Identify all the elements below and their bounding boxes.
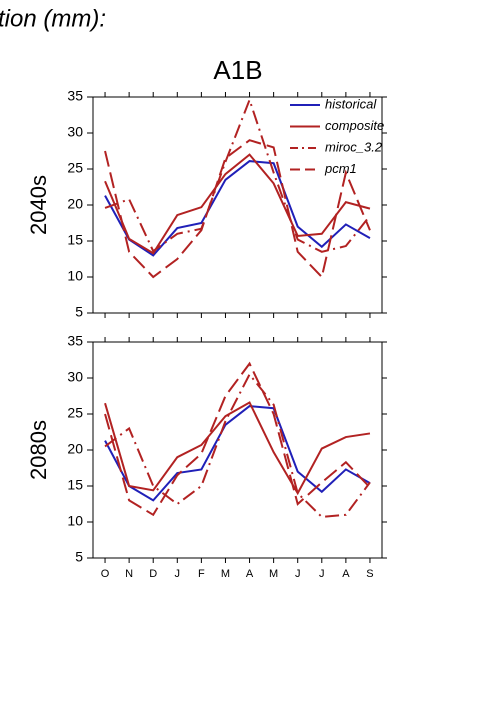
x-tick-label: A	[246, 568, 254, 580]
y-tick-label: 5	[75, 304, 83, 320]
plot-frame	[92, 341, 383, 559]
page-title: tion (mm):	[0, 5, 106, 32]
x-tick-label: N	[125, 568, 133, 580]
y-tick-label: 25	[67, 160, 83, 176]
legend-label: pcm1	[324, 161, 357, 176]
y-tick-label: 30	[67, 124, 83, 140]
x-tick-label: F	[198, 568, 205, 580]
series-line	[104, 405, 371, 502]
series-line	[104, 401, 371, 496]
series-line	[104, 160, 371, 257]
legend-label: historical	[325, 96, 377, 111]
x-tick-label: A	[342, 568, 350, 580]
y-tick-label: 15	[67, 232, 83, 248]
series-line	[104, 361, 371, 517]
series-line	[104, 139, 371, 280]
series-line	[104, 153, 371, 255]
legend-label: composite	[325, 118, 384, 133]
series-line	[104, 96, 371, 253]
series-line	[104, 372, 371, 518]
y-axis-label: 2040s	[26, 175, 51, 235]
x-tick-label: J	[295, 568, 301, 580]
y-tick-label: 20	[67, 441, 83, 457]
x-tick-label: D	[149, 568, 157, 580]
x-tick-label: M	[269, 568, 278, 580]
y-tick-label: 15	[67, 477, 83, 493]
y-tick-label: 25	[67, 405, 83, 421]
x-tick-label: S	[366, 568, 373, 580]
x-tick-label: M	[221, 568, 230, 580]
y-tick-label: 30	[67, 369, 83, 385]
x-tick-label: J	[175, 568, 181, 580]
y-tick-label: 5	[75, 549, 83, 565]
y-tick-label: 10	[67, 268, 83, 284]
legend-label: miroc_3.2	[325, 139, 383, 154]
y-tick-label: 10	[67, 513, 83, 529]
y-tick-label: 35	[67, 333, 83, 349]
chart-title: A1B	[213, 55, 262, 85]
y-axis-label: 2080s	[26, 420, 51, 480]
x-tick-label: O	[101, 568, 110, 580]
x-tick-label: J	[319, 568, 325, 580]
y-tick-label: 35	[67, 88, 83, 104]
y-tick-label: 20	[67, 196, 83, 212]
